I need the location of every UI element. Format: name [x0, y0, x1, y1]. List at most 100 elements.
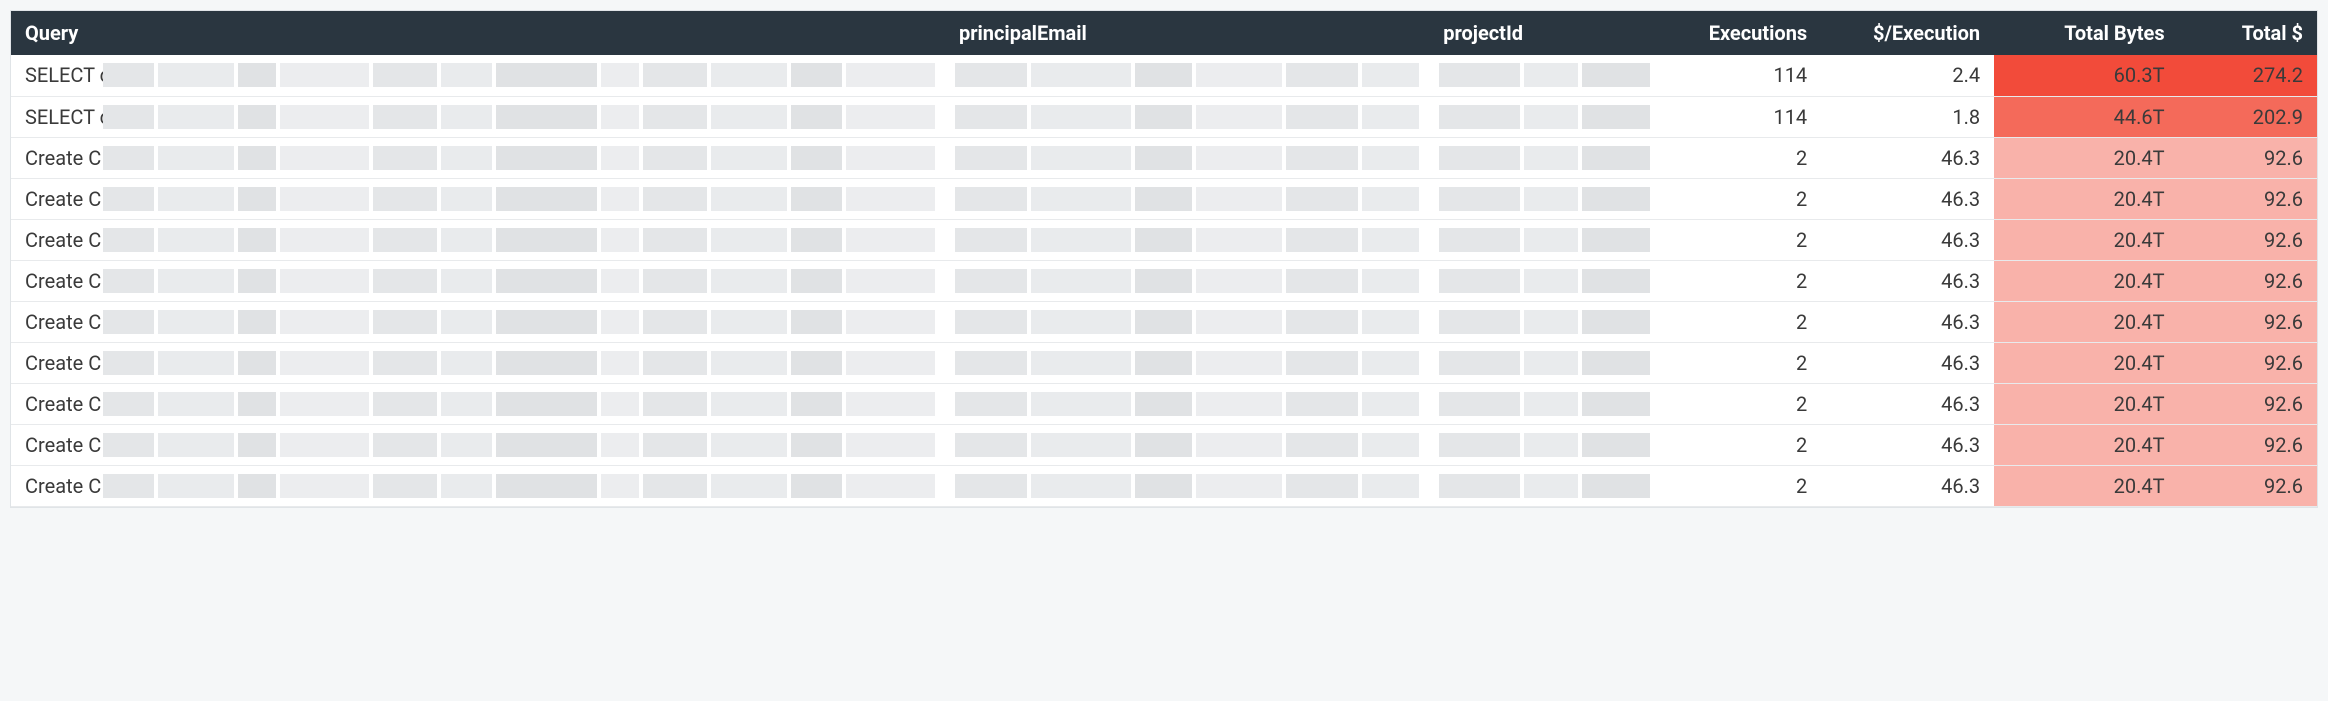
redacted-block: [1135, 228, 1192, 252]
project-cell[interactable]: [1429, 383, 1660, 424]
redacted-block: [103, 351, 154, 375]
redacted-block: [103, 392, 154, 416]
redacted-block: [601, 392, 639, 416]
query-cell[interactable]: Create C: [11, 465, 945, 506]
col-header-executions[interactable]: Executions: [1660, 11, 1821, 55]
table-row[interactable]: Create C246.320.4T92.6: [11, 383, 2317, 424]
query-cell[interactable]: Create C: [11, 424, 945, 465]
redacted-block: [1362, 433, 1419, 457]
email-redaction: [955, 433, 1419, 457]
email-cell[interactable]: [945, 178, 1429, 219]
email-cell[interactable]: [945, 219, 1429, 260]
table-row[interactable]: Create C246.320.4T92.6: [11, 342, 2317, 383]
table-row[interactable]: Create C246.320.4T92.6: [11, 465, 2317, 506]
email-cell[interactable]: [945, 301, 1429, 342]
query-cell[interactable]: Create C: [11, 383, 945, 424]
table-row[interactable]: Create C246.320.4T92.6: [11, 137, 2317, 178]
redacted-block: [441, 433, 492, 457]
redacted-block: [103, 433, 154, 457]
col-header-query[interactable]: Query: [11, 11, 945, 55]
executions-cell: 2: [1660, 260, 1821, 301]
redacted-block: [496, 228, 598, 252]
redacted-block: [1031, 269, 1131, 293]
total-bytes-cell: 20.4T: [1994, 219, 2178, 260]
redacted-block: [1286, 392, 1358, 416]
redacted-block: [1582, 351, 1650, 375]
email-cell[interactable]: [945, 260, 1429, 301]
table-row[interactable]: Create C246.320.4T92.6: [11, 424, 2317, 465]
redacted-block: [791, 187, 842, 211]
project-redaction: [1439, 269, 1650, 293]
query-cell[interactable]: Create C: [11, 301, 945, 342]
total-bytes-cell: 20.4T: [1994, 137, 2178, 178]
query-cell[interactable]: SELECT c: [11, 55, 945, 96]
query-cell[interactable]: Create C: [11, 137, 945, 178]
redacted-block: [1196, 146, 1282, 170]
redacted-block: [1196, 269, 1282, 293]
project-redaction: [1439, 351, 1650, 375]
email-cell[interactable]: [945, 96, 1429, 137]
query-cell[interactable]: Create C: [11, 219, 945, 260]
redacted-block: [1196, 392, 1282, 416]
query-cell[interactable]: Create C: [11, 178, 945, 219]
email-cell[interactable]: [945, 55, 1429, 96]
redacted-block: [1439, 392, 1520, 416]
email-cell[interactable]: [945, 424, 1429, 465]
redacted-block: [158, 63, 234, 87]
project-cell[interactable]: [1429, 465, 1660, 506]
total-cost-cell: 92.6: [2179, 137, 2317, 178]
redacted-block: [496, 351, 598, 375]
table-row[interactable]: SELECT c1142.460.3T274.2: [11, 55, 2317, 96]
col-header-totalCost[interactable]: Total $: [2179, 11, 2317, 55]
col-header-totalBytes[interactable]: Total Bytes: [1994, 11, 2178, 55]
project-cell[interactable]: [1429, 260, 1660, 301]
redacted-block: [1582, 392, 1650, 416]
project-cell[interactable]: [1429, 342, 1660, 383]
email-cell[interactable]: [945, 383, 1429, 424]
project-cell[interactable]: [1429, 55, 1660, 96]
redacted-block: [1439, 269, 1520, 293]
redacted-block: [601, 187, 639, 211]
project-cell[interactable]: [1429, 424, 1660, 465]
redacted-block: [643, 351, 707, 375]
table-row[interactable]: SELECT c1141.844.6T202.9: [11, 96, 2317, 137]
redacted-block: [238, 146, 276, 170]
redacted-block: [1135, 310, 1192, 334]
query-cell[interactable]: Create C: [11, 342, 945, 383]
redacted-block: [1439, 228, 1520, 252]
redacted-block: [238, 351, 276, 375]
redacted-block: [496, 187, 598, 211]
email-cell[interactable]: [945, 465, 1429, 506]
col-header-costPerExecution[interactable]: $/Execution: [1821, 11, 1994, 55]
table-row[interactable]: Create C246.320.4T92.6: [11, 260, 2317, 301]
project-cell[interactable]: [1429, 219, 1660, 260]
executions-cell: 2: [1660, 424, 1821, 465]
project-cell[interactable]: [1429, 301, 1660, 342]
query-cell[interactable]: Create C: [11, 260, 945, 301]
redacted-block: [1582, 310, 1650, 334]
redacted-block: [1582, 187, 1650, 211]
email-cell[interactable]: [945, 342, 1429, 383]
redacted-block: [1524, 433, 1578, 457]
executions-cell: 2: [1660, 465, 1821, 506]
project-cell[interactable]: [1429, 137, 1660, 178]
table-row[interactable]: Create C246.320.4T92.6: [11, 301, 2317, 342]
redacted-block: [238, 187, 276, 211]
total-cost-cell: 202.9: [2179, 96, 2317, 137]
col-header-projectId[interactable]: projectId: [1429, 11, 1660, 55]
project-redaction: [1439, 187, 1650, 211]
redacted-block: [238, 228, 276, 252]
email-cell[interactable]: [945, 137, 1429, 178]
redacted-block: [373, 351, 437, 375]
table-row[interactable]: Create C246.320.4T92.6: [11, 219, 2317, 260]
project-cell[interactable]: [1429, 178, 1660, 219]
redacted-block: [1031, 474, 1131, 498]
redacted-block: [238, 310, 276, 334]
total-cost-cell: 92.6: [2179, 383, 2317, 424]
project-cell[interactable]: [1429, 96, 1660, 137]
redacted-block: [711, 351, 787, 375]
table-row[interactable]: Create C246.320.4T92.6: [11, 178, 2317, 219]
redacted-block: [238, 474, 276, 498]
col-header-principalEmail[interactable]: principalEmail: [945, 11, 1429, 55]
query-cell[interactable]: SELECT c: [11, 96, 945, 137]
